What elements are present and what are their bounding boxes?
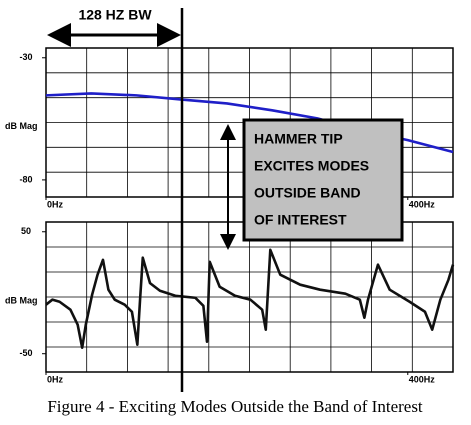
- bandwidth-label: 128 HZ BW: [78, 7, 152, 23]
- annotation-line: OF INTEREST: [254, 212, 347, 228]
- y-axis-label: dB Mag: [5, 121, 38, 131]
- caption: Figure 4 - Exciting Modes Outside the Ba…: [47, 397, 423, 416]
- x-tick-label: 0Hz: [47, 374, 64, 384]
- y-tick-label: 50: [21, 226, 31, 236]
- x-tick-label: 0Hz: [47, 199, 64, 209]
- y-tick-label: -30: [19, 52, 32, 62]
- y-tick-label: -80: [19, 174, 32, 184]
- y-tick-label: -50: [19, 348, 32, 358]
- annotation-box: [242, 118, 404, 242]
- x-tick-label: 400Hz: [409, 199, 436, 209]
- data-line: [45, 248, 455, 350]
- annotation-line: EXCITES MODES: [254, 158, 369, 174]
- annotation-line: HAMMER TIP: [254, 131, 343, 147]
- annotation-line: OUTSIDE BAND: [254, 185, 361, 201]
- y-axis-label: dB Mag: [5, 295, 38, 305]
- annotation: HAMMER TIP EXCITES MODES OUTSIDE BAND OF IN…: [254, 131, 369, 228]
- x-tick-label: 400Hz: [409, 374, 436, 384]
